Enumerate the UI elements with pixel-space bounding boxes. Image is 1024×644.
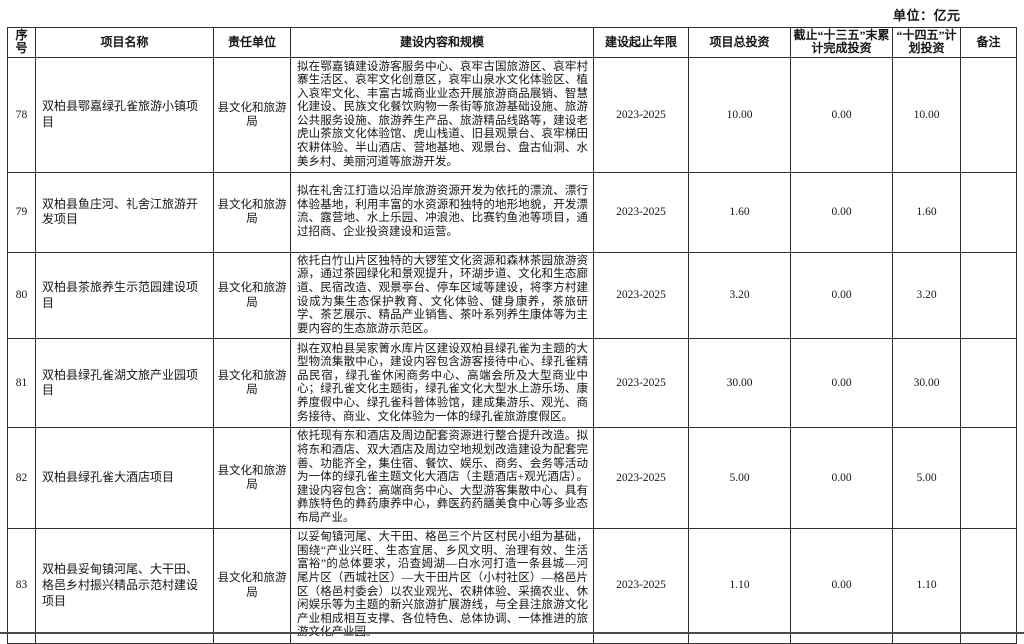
cell-serial: 78 [7,56,36,173]
cell-period: 2023-2025 [593,251,689,340]
cell-period: 2023-2025 [593,171,689,253]
cell-period: 2023-2025 [593,527,689,644]
column-header-completed-investment: 截止“十三五”末累计完成投资 [790,27,893,58]
column-header-remarks: 备注 [960,27,1017,58]
cell-responsible-unit: 县文化和旅游局 [213,56,291,173]
cell-completed-investment: 0.00 [790,427,893,529]
cell-project-name: 双柏县绿孔雀湖文旅产业园项目 [35,338,214,429]
cell-serial: 79 [7,171,36,253]
cell-period: 2023-2025 [593,427,689,529]
projects-table: 序号 项目名称 责任单位 建设内容和规模 建设起止年限 项目总投资 截止“十三五… [7,27,1017,644]
cell-total-investment: 1.10 [688,527,791,644]
cell-project-name: 双柏县绿孔雀大酒店项目 [35,427,214,529]
column-header-responsible-unit: 责任单位 [213,27,291,58]
table-row: 82 双柏县绿孔雀大酒店项目 县文化和旅游局 依托现有东和酒店及周边配套资源进行… [7,427,1017,529]
column-header-project-name: 项目名称 [35,27,214,58]
cell-content-scale: 依托现有东和酒店及周边配套资源进行整合提升改造。拟将东和酒店、双大酒店及周边空地… [290,427,594,529]
cell-serial: 81 [7,338,36,429]
unit-label: 单位：亿元 [893,8,961,23]
column-header-planned-investment: “十四五”计划投资 [892,27,961,58]
cell-total-investment: 3.20 [688,251,791,340]
cell-planned-investment: 3.20 [892,251,961,340]
cell-completed-investment: 0.00 [790,251,893,340]
cell-remarks [960,427,1017,529]
cell-total-investment: 10.00 [688,56,791,173]
cell-serial: 82 [7,427,36,529]
cell-content-scale: 以妥甸镇河尾、大干田、格邑三个片区村民小组为基础，围绕“产业兴旺、生态宜居、乡风… [290,527,594,644]
cell-planned-investment: 1.60 [892,171,961,253]
cell-period: 2023-2025 [593,338,689,429]
cell-total-investment: 30.00 [688,338,791,429]
table-row: 83 双柏县妥甸镇河尾、大干田、格邑乡村振兴精品示范村建设项目 县文化和旅游局 … [7,527,1017,644]
table-row: 78 双柏县鄂嘉绿孔雀旅游小镇项目 县文化和旅游局 拟在鄂嘉镇建设游客服务中心、… [7,56,1017,173]
cell-completed-investment: 0.00 [790,527,893,644]
cell-completed-investment: 0.00 [790,338,893,429]
cell-responsible-unit: 县文化和旅游局 [213,338,291,429]
cell-total-investment: 1.60 [688,171,791,253]
cell-content-scale: 拟在礼舍江打造以沿岸旅游资源开发为依托的漂流、漂行体验基地，利用丰富的水资源和独… [290,171,594,253]
cell-content-scale: 依托白竹山片区独特的大锣笙文化资源和森林茶园旅游资源，通过茶园绿化和景观提升，环… [290,251,594,340]
header-row: 序号 项目名称 责任单位 建设内容和规模 建设起止年限 项目总投资 截止“十三五… [7,27,1017,58]
page-bottom-divider [0,632,1024,634]
column-header-period: 建设起止年限 [593,27,689,58]
cell-completed-investment: 0.00 [790,171,893,253]
cell-remarks [960,171,1017,253]
cell-completed-investment: 0.00 [790,56,893,173]
cell-responsible-unit: 县文化和旅游局 [213,427,291,529]
cell-total-investment: 5.00 [688,427,791,529]
table-row: 79 双柏县鱼庄河、礼舍江旅游开发项目 县文化和旅游局 拟在礼舍江打造以沿岸旅游… [7,171,1017,253]
cell-remarks [960,251,1017,340]
cell-remarks [960,338,1017,429]
cell-responsible-unit: 县文化和旅游局 [213,527,291,644]
column-header-serial: 序号 [7,27,36,58]
cell-period: 2023-2025 [593,56,689,173]
cell-project-name: 双柏县鱼庄河、礼舍江旅游开发项目 [35,171,214,253]
cell-project-name: 双柏县茶旅养生示范园建设项目 [35,251,214,340]
cell-project-name: 双柏县妥甸镇河尾、大干田、格邑乡村振兴精品示范村建设项目 [35,527,214,644]
cell-planned-investment: 10.00 [892,56,961,173]
cell-remarks [960,527,1017,644]
column-header-total-investment: 项目总投资 [688,27,791,58]
cell-planned-investment: 30.00 [892,338,961,429]
cell-planned-investment: 1.10 [892,527,961,644]
cell-remarks [960,56,1017,173]
cell-project-name: 双柏县鄂嘉绿孔雀旅游小镇项目 [35,56,214,173]
cell-planned-investment: 5.00 [892,427,961,529]
cell-content-scale: 拟在鄂嘉镇建设游客服务中心、哀牢古国旅游区、哀牢村寨生活区、哀牢文化创意区，哀牢… [290,56,594,173]
column-header-content-scale: 建设内容和规模 [290,27,594,58]
cell-content-scale: 拟在双柏县吴家箐水库片区建设双柏县绿孔雀为主题的大型物流集散中心，建设内容包含游… [290,338,594,429]
table-row: 81 双柏县绿孔雀湖文旅产业园项目 县文化和旅游局 拟在双柏县吴家箐水库片区建设… [7,338,1017,429]
cell-serial: 80 [7,251,36,340]
cell-responsible-unit: 县文化和旅游局 [213,251,291,340]
table-row: 80 双柏县茶旅养生示范园建设项目 县文化和旅游局 依托白竹山片区独特的大锣笙文… [7,251,1017,340]
cell-serial: 83 [7,527,36,644]
cell-responsible-unit: 县文化和旅游局 [213,171,291,253]
